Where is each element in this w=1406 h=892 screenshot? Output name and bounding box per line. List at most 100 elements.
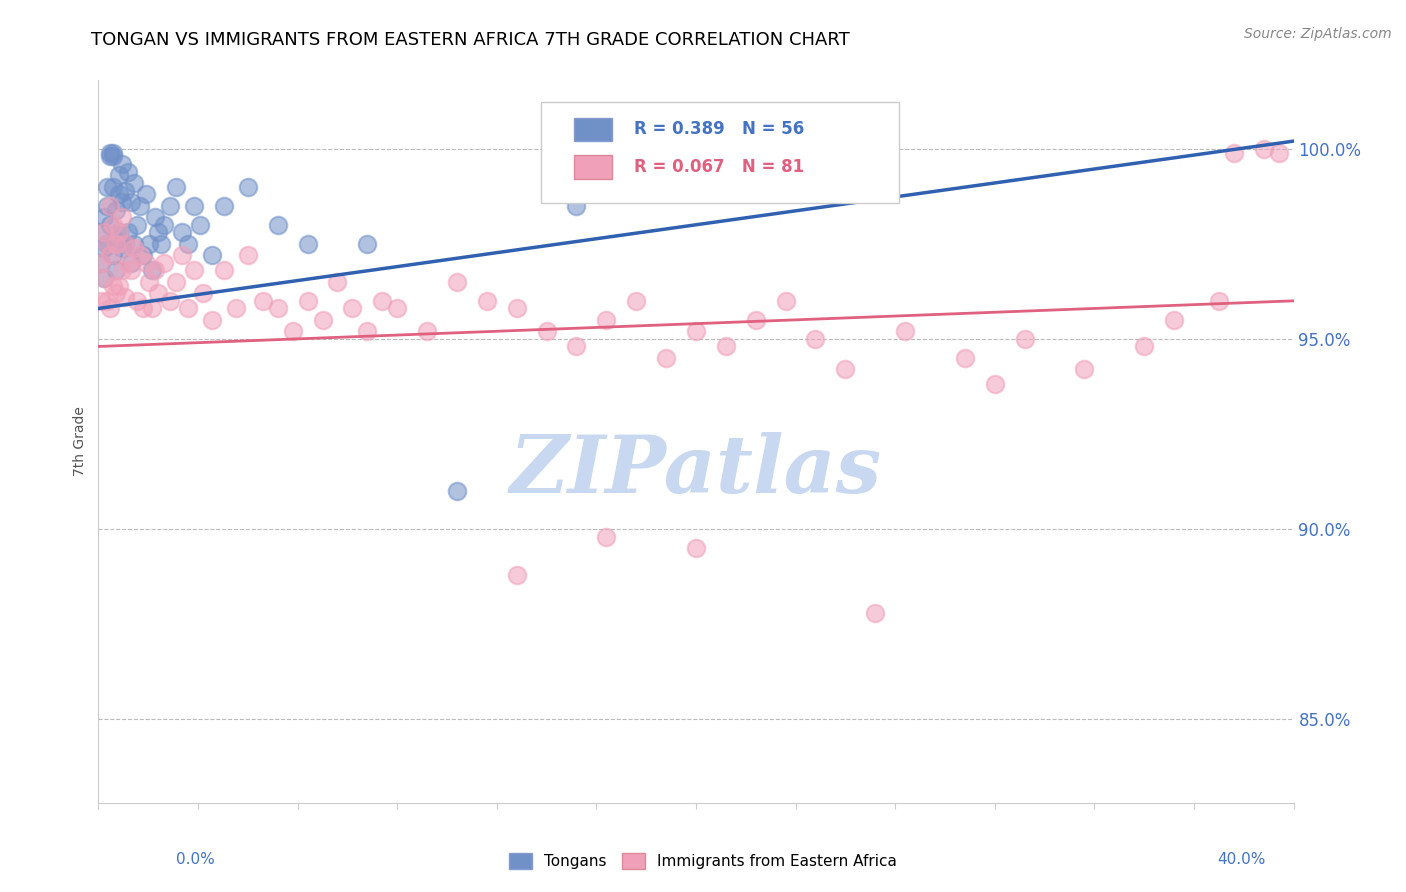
Point <box>159 199 181 213</box>
Text: R = 0.389   N = 56: R = 0.389 N = 56 <box>634 120 804 138</box>
Text: R = 0.067   N = 81: R = 0.067 N = 81 <box>634 158 804 176</box>
Point <box>141 263 163 277</box>
Point <box>150 236 173 251</box>
Point <box>565 199 588 213</box>
Point <box>626 293 648 308</box>
Point <box>98 199 122 213</box>
Point <box>117 226 139 240</box>
Point <box>894 324 917 338</box>
Point <box>96 293 118 308</box>
Point <box>120 194 142 209</box>
Point <box>595 313 617 327</box>
Point <box>117 256 139 270</box>
Point <box>96 236 118 251</box>
Point <box>93 210 115 224</box>
Point <box>834 362 856 376</box>
Point <box>103 278 125 293</box>
Point <box>297 236 319 251</box>
Point <box>236 179 259 194</box>
Point <box>124 241 146 255</box>
Point <box>153 218 176 232</box>
Point <box>153 256 176 270</box>
Point <box>111 194 134 209</box>
Point <box>371 293 394 308</box>
Point <box>281 324 304 338</box>
Point <box>267 301 290 316</box>
Point <box>804 332 827 346</box>
Point <box>326 275 349 289</box>
Point <box>105 286 128 301</box>
Point <box>177 301 200 316</box>
Text: 40.0%: 40.0% <box>1218 852 1265 867</box>
Point <box>1267 145 1289 160</box>
Point <box>506 567 529 582</box>
Point <box>135 187 157 202</box>
Point <box>114 184 136 198</box>
Point <box>90 226 112 240</box>
Point <box>108 169 131 183</box>
Point <box>135 256 157 270</box>
Point <box>103 218 125 232</box>
Point <box>1223 145 1246 160</box>
Point <box>143 210 166 224</box>
Point <box>96 236 118 251</box>
Text: Source: ZipAtlas.com: Source: ZipAtlas.com <box>1244 27 1392 41</box>
Point <box>111 210 134 224</box>
Point <box>201 248 224 262</box>
Point <box>90 256 112 270</box>
Point <box>114 236 136 251</box>
Point <box>148 286 170 301</box>
Point <box>98 149 122 163</box>
Point <box>1014 332 1036 346</box>
Point <box>267 218 290 232</box>
Point <box>475 293 498 308</box>
Point <box>984 377 1007 392</box>
Point <box>416 324 439 338</box>
Point <box>105 202 128 217</box>
Point <box>297 293 319 308</box>
Point <box>1133 339 1156 353</box>
Point <box>98 218 122 232</box>
Point <box>201 313 224 327</box>
Point <box>111 241 134 255</box>
Point <box>183 199 205 213</box>
Point <box>311 313 333 327</box>
Point <box>225 301 247 316</box>
Point <box>93 271 115 285</box>
Point <box>96 199 118 213</box>
Point <box>138 275 160 289</box>
Point <box>252 293 274 308</box>
Point <box>105 263 128 277</box>
Point <box>105 236 128 251</box>
Point <box>685 324 707 338</box>
Point <box>188 218 211 232</box>
Point <box>655 351 678 365</box>
Point <box>108 187 131 202</box>
Point <box>98 301 122 316</box>
Point <box>108 278 131 293</box>
Point <box>105 233 128 247</box>
Point <box>506 301 529 316</box>
Point <box>172 226 194 240</box>
Legend: Tongans, Immigrants from Eastern Africa: Tongans, Immigrants from Eastern Africa <box>503 847 903 875</box>
Point <box>103 179 125 194</box>
Point <box>132 248 155 262</box>
FancyBboxPatch shape <box>574 118 613 141</box>
Point <box>127 293 149 308</box>
Point <box>90 256 112 270</box>
Point <box>98 145 122 160</box>
Point <box>117 164 139 178</box>
Point <box>132 301 155 316</box>
Point <box>953 351 976 365</box>
Point <box>1073 362 1095 376</box>
Point <box>124 236 146 251</box>
Point <box>103 248 125 262</box>
Point <box>385 301 409 316</box>
Point <box>356 324 378 338</box>
Point <box>356 236 378 251</box>
Point <box>103 149 125 163</box>
Point <box>685 541 707 555</box>
Point <box>446 275 468 289</box>
Point <box>96 179 118 194</box>
Point <box>536 324 558 338</box>
